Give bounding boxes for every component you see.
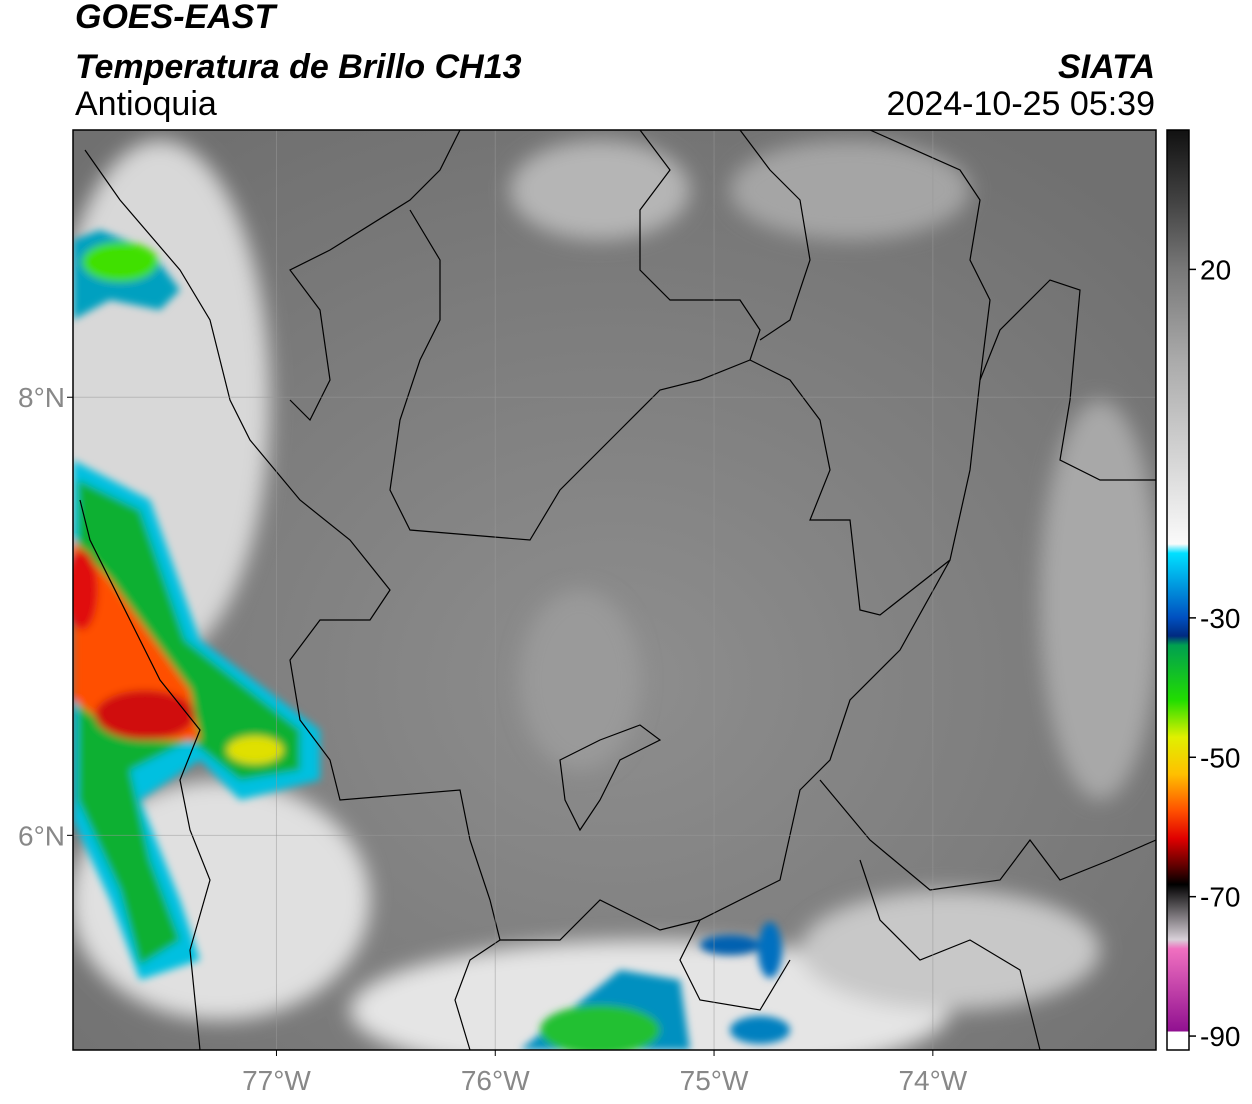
x-tick-label: 75°W (680, 1065, 749, 1096)
colorbar-tick-label: -70 (1200, 882, 1240, 913)
x-tick-label: 76°W (461, 1065, 530, 1096)
region: Antioquia (75, 85, 217, 123)
source: SIATA (1058, 48, 1155, 86)
y-tick-label: 6°N (18, 820, 65, 851)
y-tick-label: 8°N (18, 382, 65, 413)
colorbar-tick-label: -90 (1200, 1021, 1240, 1052)
colorbar-tick-label: 20 (1200, 254, 1231, 285)
map-frame (72, 129, 1157, 1051)
borders (79, 130, 1156, 1050)
colorbar (1166, 129, 1190, 1051)
satellite-image (73, 130, 1156, 1050)
datetime: 2024-10-25 05:39 (887, 85, 1155, 123)
title: GOES-EAST (75, 0, 278, 36)
subtitle: Temperatura de Brillo CH13 (75, 48, 522, 86)
colorbar-tick-label: -50 (1200, 742, 1240, 773)
x-tick-label: 77°W (242, 1065, 311, 1096)
x-tick-label: 74°W (898, 1065, 967, 1096)
colorbar-tick-label: -30 (1200, 603, 1240, 634)
